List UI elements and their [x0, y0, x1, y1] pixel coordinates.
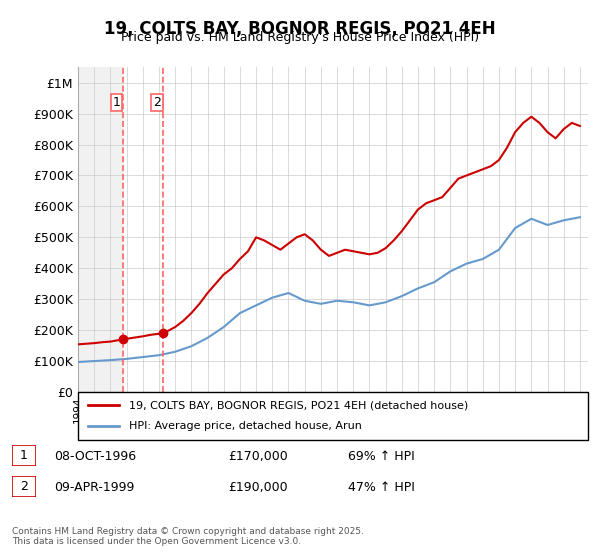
- HPI: Average price, detached house, Arun: (2e+03, 1.03e+05): Average price, detached house, Arun: (2e…: [107, 357, 114, 363]
- HPI: Average price, detached house, Arun: (2.01e+03, 2.95e+05): Average price, detached house, Arun: (2.…: [301, 297, 308, 304]
- Text: £170,000: £170,000: [228, 450, 288, 463]
- HPI: Average price, detached house, Arun: (2.02e+03, 5.4e+05): Average price, detached house, Arun: (2.…: [544, 222, 551, 228]
- HPI: Average price, detached house, Arun: (2.02e+03, 5.3e+05): Average price, detached house, Arun: (2.…: [512, 225, 519, 231]
- Text: HPI: Average price, detached house, Arun: HPI: Average price, detached house, Arun: [129, 421, 362, 431]
- Text: 08-OCT-1996: 08-OCT-1996: [54, 450, 136, 463]
- 19, COLTS BAY, BOGNOR REGIS, PO21 4EH (detached house): [228, 265, 235, 272]
- HPI: Average price, detached house, Arun: (2e+03, 1.48e+05): Average price, detached house, Arun: (2e…: [188, 343, 195, 349]
- HPI: Average price, detached house, Arun: (2.02e+03, 3.35e+05): Average price, detached house, Arun: (2.…: [415, 285, 422, 292]
- HPI: Average price, detached house, Arun: (2.01e+03, 3.2e+05): Average price, detached house, Arun: (2.…: [285, 290, 292, 296]
- HPI: Average price, detached house, Arun: (2.02e+03, 3.55e+05): Average price, detached house, Arun: (2.…: [431, 279, 438, 286]
- HPI: Average price, detached house, Arun: (2.01e+03, 2.9e+05): Average price, detached house, Arun: (2.…: [382, 299, 389, 306]
- HPI: Average price, detached house, Arun: (2e+03, 1.3e+05): Average price, detached house, Arun: (2e…: [172, 348, 179, 355]
- Bar: [78, 67, 123, 392]
- HPI: Average price, detached house, Arun: (2.01e+03, 3.1e+05): Average price, detached house, Arun: (2.…: [398, 293, 406, 300]
- HPI: Average price, detached house, Arun: (2.02e+03, 4.15e+05): Average price, detached house, Arun: (2.…: [463, 260, 470, 267]
- Text: 19, COLTS BAY, BOGNOR REGIS, PO21 4EH (detached house): 19, COLTS BAY, BOGNOR REGIS, PO21 4EH (d…: [129, 400, 468, 410]
- HPI: Average price, detached house, Arun: (2e+03, 1.13e+05): Average price, detached house, Arun: (2e…: [139, 354, 146, 361]
- Line: HPI: Average price, detached house, Arun: HPI: Average price, detached house, Arun: [78, 217, 580, 362]
- Text: 1: 1: [113, 96, 121, 109]
- Text: 09-APR-1999: 09-APR-1999: [54, 480, 134, 494]
- 19, COLTS BAY, BOGNOR REGIS, PO21 4EH (detached house): [74, 341, 82, 348]
- Text: 2: 2: [20, 480, 28, 493]
- 19, COLTS BAY, BOGNOR REGIS, PO21 4EH (detached house): [577, 123, 584, 129]
- HPI: Average price, detached house, Arun: (2.01e+03, 2.95e+05): Average price, detached house, Arun: (2.…: [334, 297, 341, 304]
- HPI: Average price, detached house, Arun: (2e+03, 1.75e+05): Average price, detached house, Arun: (2e…: [204, 334, 211, 341]
- Line: 19, COLTS BAY, BOGNOR REGIS, PO21 4EH (detached house): 19, COLTS BAY, BOGNOR REGIS, PO21 4EH (d…: [78, 116, 580, 344]
- HPI: Average price, detached house, Arun: (2e+03, 1e+05): Average price, detached house, Arun: (2e…: [91, 358, 98, 365]
- Text: 47% ↑ HPI: 47% ↑ HPI: [348, 480, 415, 494]
- Text: £190,000: £190,000: [228, 480, 287, 494]
- HPI: Average price, detached house, Arun: (2e+03, 1.19e+05): Average price, detached house, Arun: (2e…: [155, 352, 163, 358]
- HPI: Average price, detached house, Arun: (2e+03, 2.8e+05): Average price, detached house, Arun: (2e…: [253, 302, 260, 309]
- 19, COLTS BAY, BOGNOR REGIS, PO21 4EH (detached house): [309, 237, 316, 244]
- HPI: Average price, detached house, Arun: (2.01e+03, 2.9e+05): Average price, detached house, Arun: (2.…: [350, 299, 357, 306]
- 19, COLTS BAY, BOGNOR REGIS, PO21 4EH (detached house): [568, 119, 575, 126]
- Text: 2: 2: [153, 96, 161, 109]
- FancyBboxPatch shape: [12, 445, 36, 466]
- Text: 1: 1: [20, 449, 28, 463]
- Text: 69% ↑ HPI: 69% ↑ HPI: [348, 450, 415, 463]
- HPI: Average price, detached house, Arun: (2e+03, 2.55e+05): Average price, detached house, Arun: (2e…: [236, 310, 244, 316]
- 19, COLTS BAY, BOGNOR REGIS, PO21 4EH (detached house): [422, 200, 430, 207]
- FancyBboxPatch shape: [78, 392, 588, 440]
- HPI: Average price, detached house, Arun: (2.02e+03, 5.65e+05): Average price, detached house, Arun: (2.…: [577, 214, 584, 221]
- HPI: Average price, detached house, Arun: (2e+03, 2.1e+05): Average price, detached house, Arun: (2e…: [220, 324, 227, 330]
- Text: Price paid vs. HM Land Registry's House Price Index (HPI): Price paid vs. HM Land Registry's House …: [121, 31, 479, 44]
- HPI: Average price, detached house, Arun: (2.02e+03, 3.9e+05): Average price, detached house, Arun: (2.…: [447, 268, 454, 275]
- HPI: Average price, detached house, Arun: (2.02e+03, 4.3e+05): Average price, detached house, Arun: (2.…: [479, 255, 487, 262]
- Text: Contains HM Land Registry data © Crown copyright and database right 2025.
This d: Contains HM Land Registry data © Crown c…: [12, 526, 364, 546]
- Text: 19, COLTS BAY, BOGNOR REGIS, PO21 4EH: 19, COLTS BAY, BOGNOR REGIS, PO21 4EH: [104, 20, 496, 38]
- HPI: Average price, detached house, Arun: (2.02e+03, 5.55e+05): Average price, detached house, Arun: (2.…: [560, 217, 568, 223]
- 19, COLTS BAY, BOGNOR REGIS, PO21 4EH (detached house): [325, 253, 332, 259]
- HPI: Average price, detached house, Arun: (2.02e+03, 4.6e+05): Average price, detached house, Arun: (2.…: [496, 246, 503, 253]
- HPI: Average price, detached house, Arun: (2e+03, 1.07e+05): Average price, detached house, Arun: (2e…: [123, 356, 130, 362]
- FancyBboxPatch shape: [12, 476, 36, 497]
- HPI: Average price, detached house, Arun: (2.02e+03, 5.6e+05): Average price, detached house, Arun: (2.…: [528, 216, 535, 222]
- HPI: Average price, detached house, Arun: (2.01e+03, 3.05e+05): Average price, detached house, Arun: (2.…: [269, 295, 276, 301]
- 19, COLTS BAY, BOGNOR REGIS, PO21 4EH (detached house): [528, 113, 535, 120]
- 19, COLTS BAY, BOGNOR REGIS, PO21 4EH (detached house): [212, 281, 219, 287]
- HPI: Average price, detached house, Arun: (1.99e+03, 9.7e+04): Average price, detached house, Arun: (1.…: [74, 358, 82, 365]
- HPI: Average price, detached house, Arun: (2.01e+03, 2.85e+05): Average price, detached house, Arun: (2.…: [317, 301, 325, 307]
- HPI: Average price, detached house, Arun: (2.01e+03, 2.8e+05): Average price, detached house, Arun: (2.…: [366, 302, 373, 309]
